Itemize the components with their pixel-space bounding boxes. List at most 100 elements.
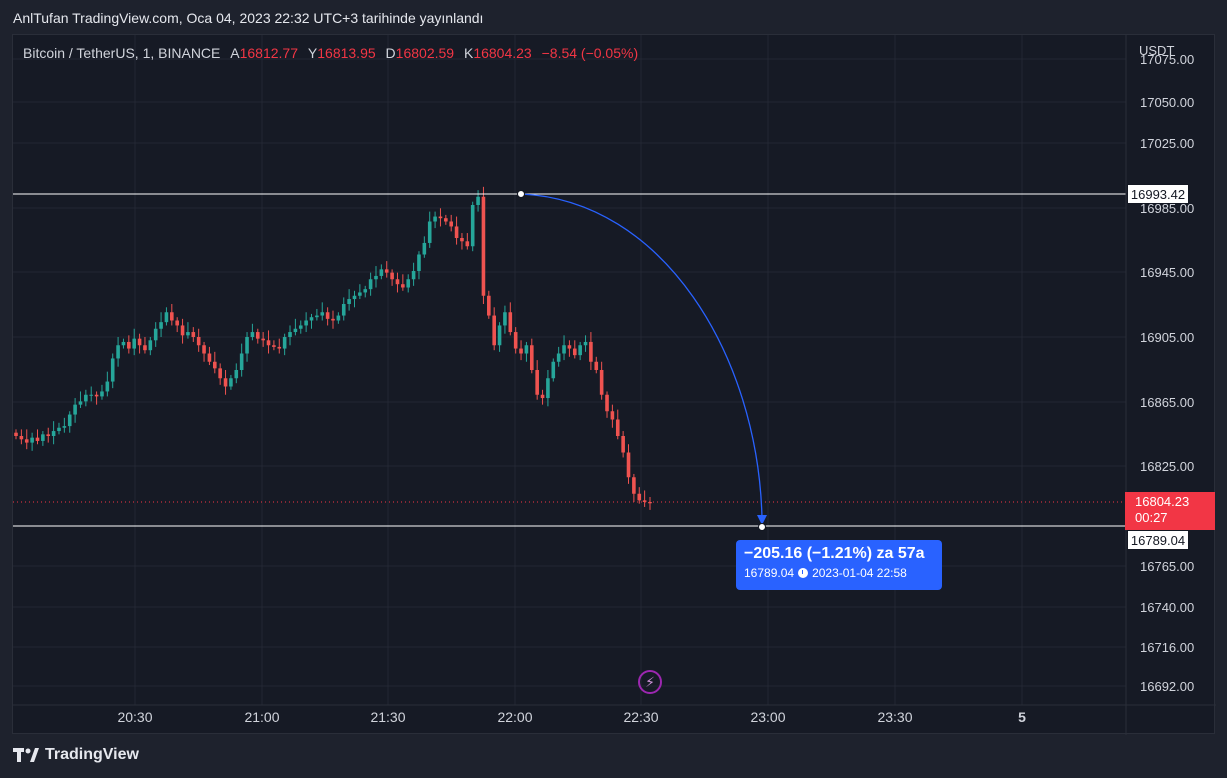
- candle-body: [411, 271, 416, 280]
- measure-change: −205.16 (−1.21%) za 57a: [744, 545, 925, 562]
- candle-body: [487, 295, 491, 316]
- candle-body: [94, 394, 99, 397]
- candle-body: [535, 370, 539, 395]
- candle-body: [132, 338, 137, 349]
- candle-body: [250, 332, 255, 337]
- candle-body: [540, 394, 545, 399]
- candle-body: [293, 328, 298, 333]
- time-tick-label: 23:00: [750, 709, 785, 725]
- flash-icon[interactable]: ⚡: [638, 670, 662, 694]
- currency-label[interactable]: USDT: [1139, 43, 1175, 58]
- time-axis: 20:30 21:00 21:30 22:00 22:30 23:00 23:30 5: [13, 704, 1216, 725]
- candle-body: [110, 358, 115, 382]
- candle-body: [422, 242, 427, 255]
- close-key: K: [463, 45, 474, 61]
- candle-body: [449, 221, 454, 227]
- candle-body: [358, 292, 362, 296]
- low-value: 16802.59: [395, 45, 455, 61]
- candle-body: [605, 394, 609, 412]
- measure-arc: [520, 193, 763, 519]
- candle-body: [57, 427, 61, 432]
- candle-body: [46, 434, 51, 436]
- candle-body: [186, 332, 190, 336]
- time-tick-label: 22:00: [497, 709, 532, 725]
- candle-body: [19, 436, 24, 440]
- measure-end-handle: [758, 523, 766, 531]
- low-key: D: [385, 45, 396, 61]
- candle-body: [277, 346, 282, 349]
- candle-body: [218, 368, 222, 379]
- candle-body: [175, 320, 179, 326]
- candle-body: [352, 295, 357, 300]
- candle-body: [73, 404, 77, 415]
- ohlc-legend: Bitcoin / TetherUS, 1, BINANCE A16812.77…: [23, 45, 638, 61]
- candle-body: [223, 378, 228, 387]
- chart-pane[interactable]: 17075.00 17050.00 17025.00 16985.00 16945.00…: [12, 34, 1216, 735]
- candle-body: [67, 414, 72, 427]
- candle-body: [143, 345, 147, 351]
- candle-body: [255, 332, 260, 339]
- candle-body: [626, 452, 631, 478]
- candle-body: [116, 345, 120, 359]
- measure-tooltip[interactable]: −205.16 (−1.21%) za 57a 16789.04 2023-01…: [736, 540, 942, 590]
- time-tick-label: 21:00: [244, 709, 279, 725]
- candle-body: [524, 345, 529, 354]
- bar-countdown: 00:27: [1135, 510, 1168, 525]
- candle-body: [78, 401, 83, 405]
- price-tick-label: 16865.00: [1140, 395, 1194, 410]
- price-tick-label: 17050.00: [1140, 95, 1194, 110]
- candle-body: [127, 341, 131, 349]
- open-value: 16812.77: [239, 45, 299, 61]
- tradingview-logo[interactable]: TradingView: [13, 746, 139, 764]
- candle-body: [336, 315, 341, 321]
- candle-body: [347, 299, 351, 304]
- candle-body: [642, 500, 647, 502]
- time-tick-label: 20:30: [117, 709, 152, 725]
- candle-body: [433, 216, 437, 222]
- candle-body: [401, 284, 405, 288]
- candle-body: [438, 216, 443, 219]
- clock-icon: [798, 568, 809, 578]
- candle-body: [444, 218, 448, 222]
- candle-body: [341, 304, 346, 316]
- candle-body: [621, 436, 625, 453]
- candle-body: [594, 361, 599, 370]
- candle-body: [331, 318, 335, 321]
- upper-line-price-label: 16993.42: [1127, 184, 1189, 204]
- candle-body: [632, 477, 636, 494]
- candle-body: [159, 322, 163, 329]
- candle-body: [121, 341, 126, 346]
- price-tick-label: 16905.00: [1140, 330, 1194, 345]
- candle-body: [62, 426, 67, 428]
- candle-body: [572, 348, 577, 356]
- current-price-value: 16804.23: [1135, 494, 1190, 509]
- measure-price: 16789.04: [744, 566, 795, 580]
- price-tick-label: 16692.00: [1140, 679, 1194, 694]
- symbol-label[interactable]: Bitcoin / TetherUS, 1, BINANCE: [23, 45, 221, 61]
- candle-body: [476, 196, 480, 205]
- candle-body: [202, 345, 206, 354]
- candle-body: [363, 289, 368, 293]
- candle-body: [513, 332, 518, 349]
- candle-body: [272, 345, 276, 347]
- candle-body: [508, 312, 513, 333]
- time-tick-label: 22:30: [623, 709, 658, 725]
- candle-body: [288, 332, 292, 337]
- close-value: 16804.23: [473, 45, 532, 61]
- candle-body: [30, 437, 34, 443]
- candle-body: [320, 312, 325, 316]
- candle-body: [212, 361, 217, 369]
- candle-body: [465, 241, 470, 247]
- price-tick-label: 16716.00: [1140, 640, 1194, 655]
- candle-body: [395, 279, 400, 285]
- candle-body: [84, 394, 88, 402]
- chart-canvas[interactable]: 17075.00 17050.00 17025.00 16985.00 16945.00…: [13, 35, 1216, 735]
- candle-body: [239, 353, 244, 370]
- measure-start-handle: [517, 190, 525, 198]
- candle-series: [14, 186, 652, 510]
- candle-body: [170, 312, 174, 321]
- chart-grid: [13, 35, 1126, 705]
- candle-body: [578, 345, 582, 356]
- candle-body: [207, 353, 212, 362]
- candle-body: [470, 205, 475, 247]
